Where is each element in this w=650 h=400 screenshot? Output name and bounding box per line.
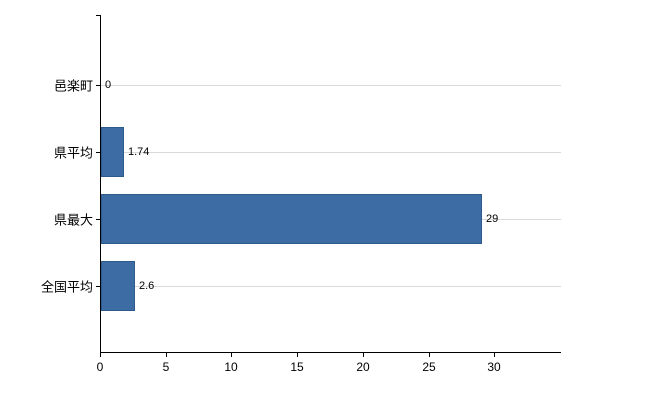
x-axis-tick (363, 353, 364, 357)
y-axis-tick (96, 15, 100, 16)
y-axis-tick (96, 286, 100, 287)
x-axis-tick (231, 353, 232, 357)
y-axis-tick (96, 219, 100, 220)
x-axis-tick (100, 353, 101, 357)
x-tick-label: 10 (224, 360, 238, 374)
bar-3 (101, 261, 135, 311)
x-axis-tick (429, 353, 430, 357)
x-tick-label: 0 (96, 360, 104, 374)
bar-1 (101, 127, 124, 177)
category-label: 県平均 (53, 145, 93, 161)
x-tick-label: 20 (356, 360, 370, 374)
category-label: 県最大 (53, 212, 93, 228)
x-axis-tick (494, 353, 495, 357)
x-tick-label: 15 (290, 360, 304, 374)
category-label: 邑楽町 (53, 78, 93, 94)
x-tick-label: 25 (422, 360, 436, 374)
gridline (101, 85, 561, 86)
y-axis-tick (96, 85, 100, 86)
gridline (101, 286, 561, 287)
x-tick-label: 5 (162, 360, 170, 374)
value-label: 0 (105, 79, 112, 91)
x-axis-tick (166, 353, 167, 357)
y-axis-tick (96, 152, 100, 153)
x-axis-tick (297, 353, 298, 357)
value-label: 1.74 (128, 146, 150, 158)
plot-area: 0 1.74 29 2.6 (100, 15, 561, 353)
value-label: 2.6 (139, 280, 155, 292)
value-label: 29 (486, 213, 499, 225)
category-label: 全国平均 (40, 279, 93, 295)
x-tick-label: 30 (487, 360, 501, 374)
gridline (101, 152, 561, 153)
bar-2 (101, 194, 482, 244)
